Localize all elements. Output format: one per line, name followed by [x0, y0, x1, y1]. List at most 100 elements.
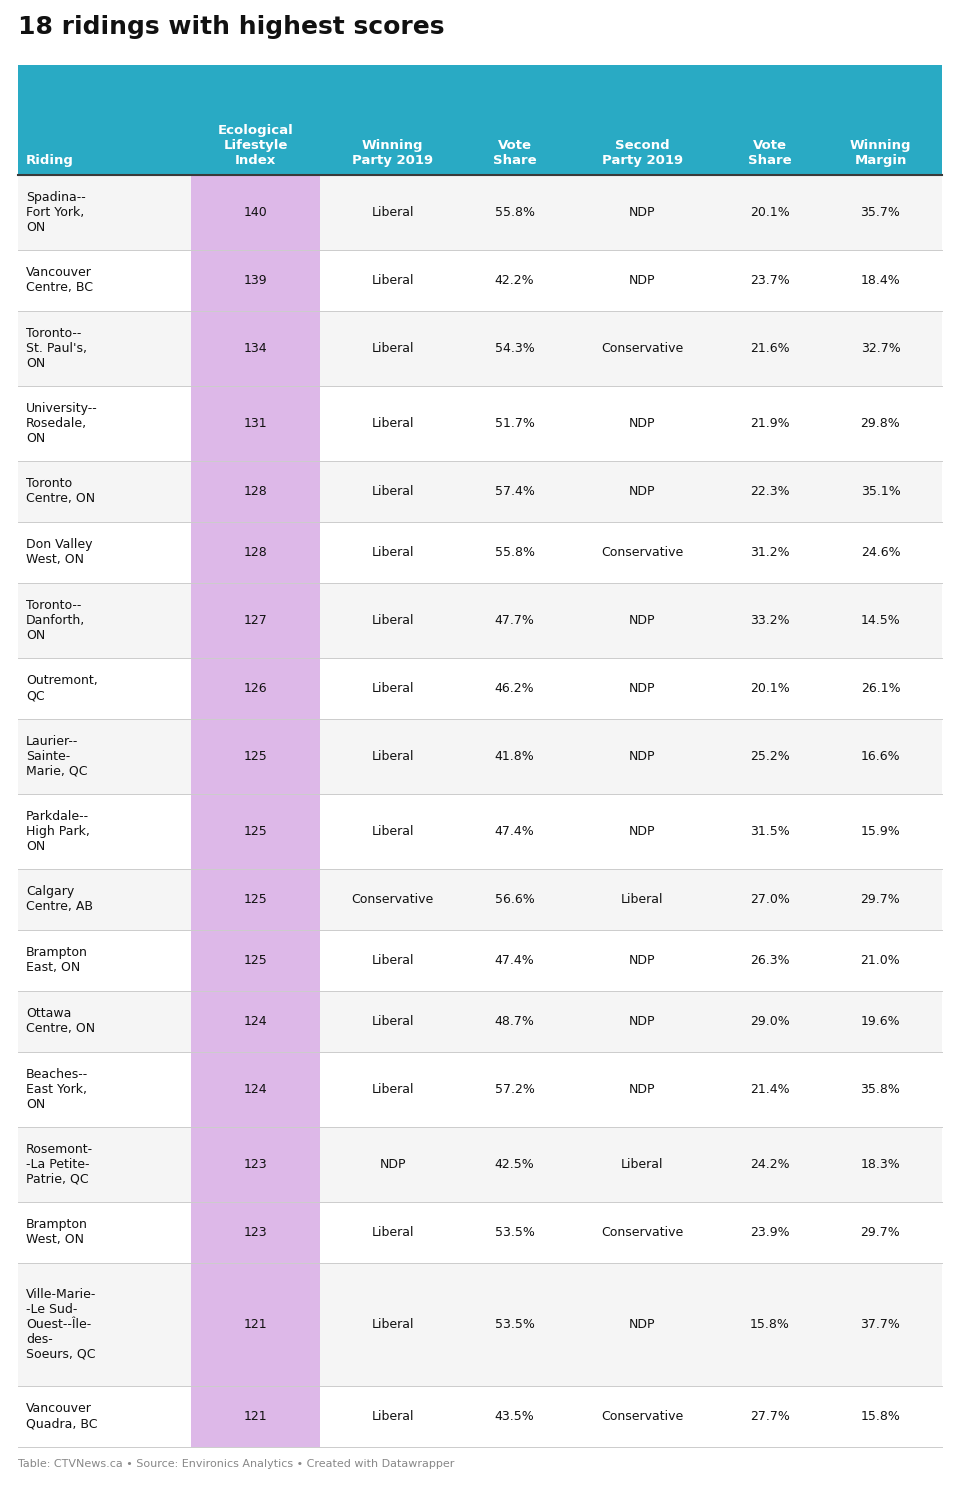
Text: 139: 139 — [244, 275, 268, 286]
Text: Winning
Margin: Winning Margin — [850, 139, 911, 167]
Text: 47.7%: 47.7% — [494, 613, 535, 627]
Text: 123: 123 — [244, 1158, 268, 1171]
Text: 21.0%: 21.0% — [860, 953, 900, 967]
Text: 26.1%: 26.1% — [861, 682, 900, 695]
Text: 121: 121 — [244, 1317, 268, 1331]
Text: NDP: NDP — [629, 1015, 656, 1028]
Text: Liberal: Liberal — [372, 825, 414, 837]
Text: 125: 125 — [244, 825, 268, 837]
Text: Toronto--
Danforth,
ON: Toronto-- Danforth, ON — [26, 598, 85, 642]
Text: Riding: Riding — [26, 154, 74, 167]
Text: NDP: NDP — [629, 485, 656, 498]
Text: Liberal: Liberal — [372, 953, 414, 967]
Bar — [191, 1052, 320, 1126]
Text: 32.7%: 32.7% — [860, 342, 900, 355]
Bar — [18, 310, 942, 386]
Bar — [191, 1126, 320, 1201]
Bar — [191, 794, 320, 868]
Text: NDP: NDP — [629, 206, 656, 219]
Text: Ottawa
Centre, ON: Ottawa Centre, ON — [26, 1007, 95, 1035]
Text: Spadina--
Fort York,
ON: Spadina-- Fort York, ON — [26, 191, 85, 234]
Text: Liberal: Liberal — [621, 892, 663, 906]
Text: 23.9%: 23.9% — [750, 1226, 789, 1238]
Text: Conservative: Conservative — [601, 546, 684, 560]
Bar — [191, 1262, 320, 1386]
Text: Ecological
Lifestyle
Index: Ecological Lifestyle Index — [218, 124, 294, 167]
Bar — [191, 175, 320, 249]
Text: 18.3%: 18.3% — [860, 1158, 900, 1171]
Bar — [18, 1201, 942, 1262]
Text: Liberal: Liberal — [372, 1410, 414, 1423]
Text: Second
Party 2019: Second Party 2019 — [602, 139, 683, 167]
Text: Vancouver
Centre, BC: Vancouver Centre, BC — [26, 267, 93, 294]
Text: 53.5%: 53.5% — [494, 1317, 535, 1331]
Text: 24.6%: 24.6% — [861, 546, 900, 560]
Text: 51.7%: 51.7% — [494, 416, 535, 430]
Text: 124: 124 — [244, 1015, 268, 1028]
Bar — [191, 868, 320, 930]
Text: 46.2%: 46.2% — [494, 682, 535, 695]
Bar — [18, 1262, 942, 1386]
Bar — [191, 991, 320, 1052]
Text: Conservative: Conservative — [601, 342, 684, 355]
Text: 41.8%: 41.8% — [494, 750, 535, 762]
Text: Liberal: Liberal — [372, 275, 414, 286]
Text: 31.5%: 31.5% — [750, 825, 790, 837]
Bar — [18, 1052, 942, 1126]
Text: NDP: NDP — [629, 613, 656, 627]
Bar — [18, 175, 942, 249]
Text: 125: 125 — [244, 750, 268, 762]
Text: Liberal: Liberal — [372, 416, 414, 430]
Bar — [191, 1386, 320, 1447]
Text: NDP: NDP — [629, 953, 656, 967]
Text: 55.8%: 55.8% — [494, 546, 535, 560]
Text: 128: 128 — [244, 546, 268, 560]
Text: 128: 128 — [244, 485, 268, 498]
Text: Outremont,
QC: Outremont, QC — [26, 674, 98, 703]
Text: Don Valley
West, ON: Don Valley West, ON — [26, 539, 92, 567]
Text: 55.8%: 55.8% — [494, 206, 535, 219]
Text: 140: 140 — [244, 206, 268, 219]
Text: 134: 134 — [244, 342, 268, 355]
Text: University--
Rosedale,
ON: University-- Rosedale, ON — [26, 401, 98, 445]
Text: 33.2%: 33.2% — [750, 613, 789, 627]
Bar — [18, 583, 942, 658]
Bar — [18, 66, 942, 175]
Text: 57.2%: 57.2% — [494, 1083, 535, 1095]
Text: 35.7%: 35.7% — [860, 206, 900, 219]
Text: 54.3%: 54.3% — [494, 342, 535, 355]
Text: NDP: NDP — [379, 1158, 406, 1171]
Text: 18.4%: 18.4% — [860, 275, 900, 286]
Text: 21.9%: 21.9% — [750, 416, 789, 430]
Bar — [191, 930, 320, 991]
Bar — [191, 249, 320, 310]
Text: Liberal: Liberal — [372, 206, 414, 219]
Text: 48.7%: 48.7% — [494, 1015, 535, 1028]
Text: Conservative: Conservative — [601, 1226, 684, 1238]
Bar — [191, 658, 320, 719]
Bar — [18, 930, 942, 991]
Text: 29.0%: 29.0% — [750, 1015, 790, 1028]
Bar — [18, 1386, 942, 1447]
Text: 127: 127 — [244, 613, 268, 627]
Bar — [191, 583, 320, 658]
Text: Liberal: Liberal — [372, 750, 414, 762]
Text: NDP: NDP — [629, 1083, 656, 1095]
Text: 42.2%: 42.2% — [494, 275, 535, 286]
Text: Beaches--
East York,
ON: Beaches-- East York, ON — [26, 1068, 88, 1112]
Text: Liberal: Liberal — [372, 613, 414, 627]
Text: Liberal: Liberal — [372, 342, 414, 355]
Text: Liberal: Liberal — [372, 485, 414, 498]
Text: Vancouver
Quadra, BC: Vancouver Quadra, BC — [26, 1402, 98, 1431]
Text: 29.7%: 29.7% — [860, 1226, 900, 1238]
Text: Table: CTVNews.ca • Source: Environics Analytics • Created with Datawrapper: Table: CTVNews.ca • Source: Environics A… — [18, 1459, 454, 1470]
Bar — [191, 1201, 320, 1262]
Text: 20.1%: 20.1% — [750, 682, 790, 695]
Text: Liberal: Liberal — [372, 1083, 414, 1095]
Text: 125: 125 — [244, 953, 268, 967]
Text: 37.7%: 37.7% — [860, 1317, 900, 1331]
Text: 131: 131 — [244, 416, 268, 430]
Text: Liberal: Liberal — [372, 682, 414, 695]
Text: 26.3%: 26.3% — [750, 953, 789, 967]
Text: Laurier--
Sainte-
Marie, QC: Laurier-- Sainte- Marie, QC — [26, 736, 87, 777]
